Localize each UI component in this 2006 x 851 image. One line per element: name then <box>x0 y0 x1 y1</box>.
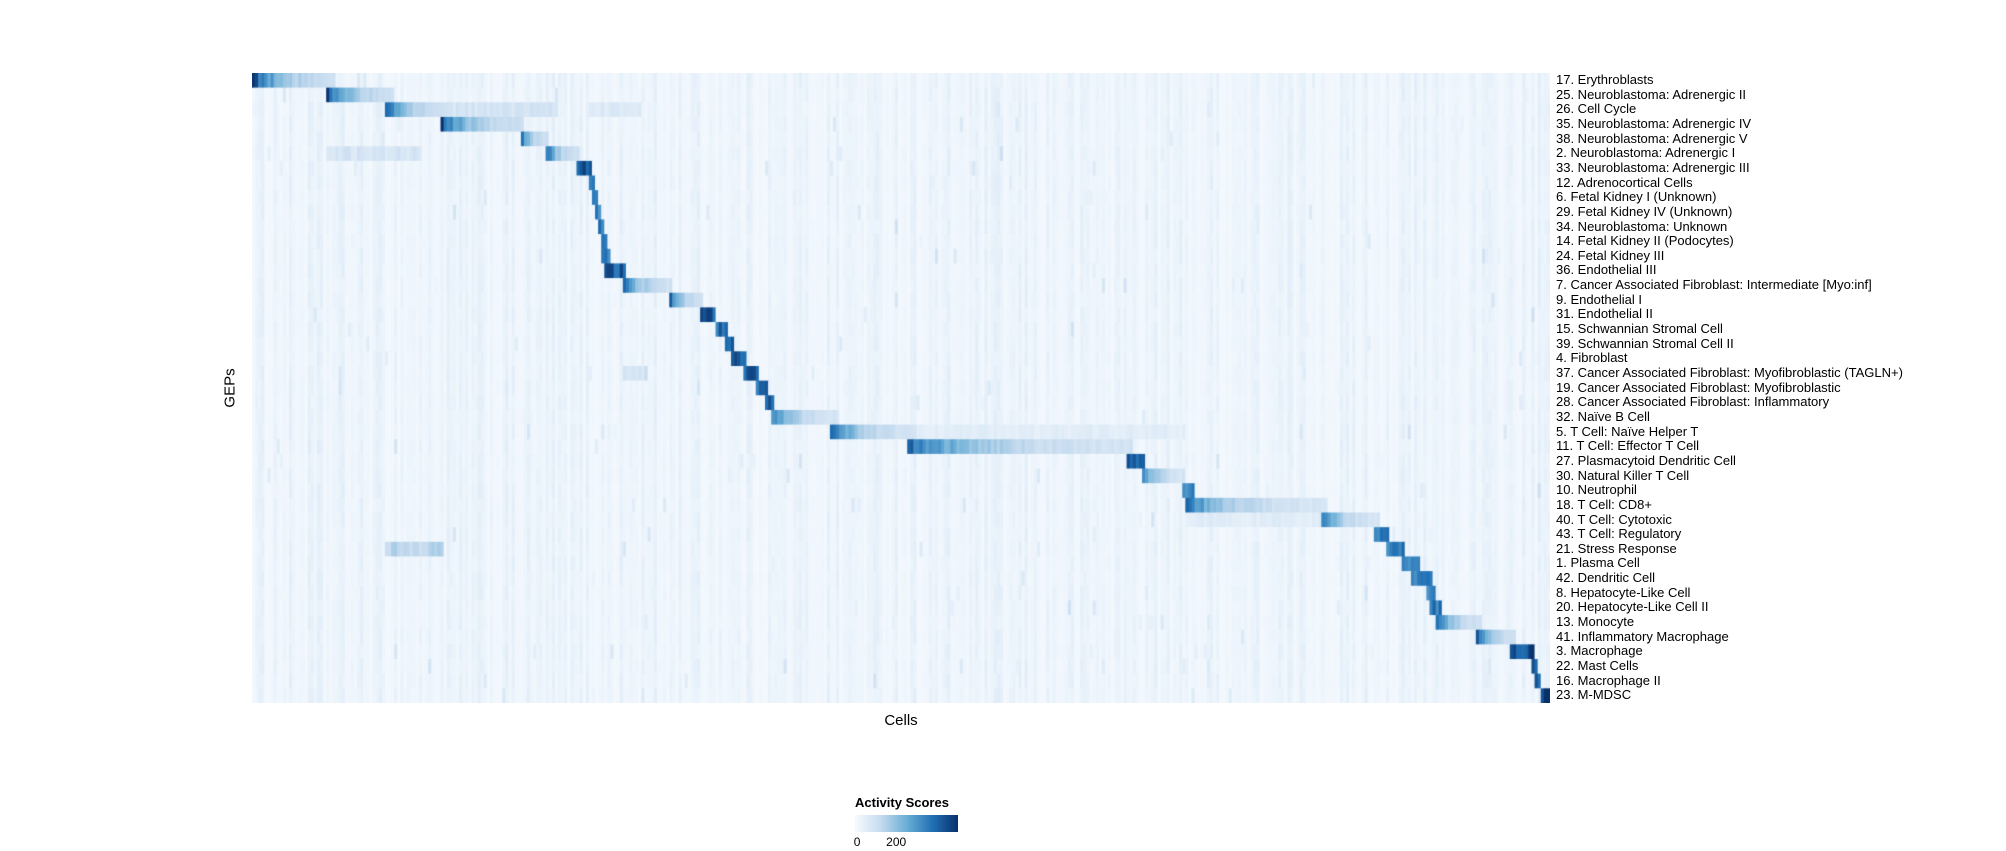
row-label: 32. Naïve B Cell <box>1556 408 1650 424</box>
row-label: 5. T Cell: Naïve Helper T <box>1556 423 1699 439</box>
colorbar-tick-200: 200 <box>886 835 907 849</box>
y-axis-label: GEPs <box>221 368 239 408</box>
row-label: 31. Endothelial II <box>1556 306 1653 322</box>
row-label: 17. Erythroblasts <box>1556 72 1654 87</box>
row-label: 35. Neuroblastoma: Adrenergic IV <box>1556 115 1752 131</box>
row-label: 9. Endothelial I <box>1556 291 1643 307</box>
row-label: 38. Neuroblastoma: Adrenergic V <box>1556 130 1748 146</box>
row-label: 13. Monocyte <box>1556 614 1635 630</box>
heatmap-canvas <box>252 73 1550 703</box>
row-label: 1. Plasma Cell <box>1556 555 1640 571</box>
row-label: 30. Natural Killer T Cell <box>1556 467 1690 483</box>
row-label: 42. Dendritic Cell <box>1556 570 1655 586</box>
colorbar-ticks: 0 200 <box>853 835 958 851</box>
heatmap-plot-area <box>252 73 1550 703</box>
row-label: 3. Macrophage <box>1556 643 1643 659</box>
row-label: 29. Fetal Kidney IV (Unknown) <box>1556 203 1733 219</box>
colorbar-legend: Activity Scores 0 200 <box>853 795 995 851</box>
colorbar-gradient <box>855 815 958 832</box>
row-label: 2. Neuroblastoma: Adrenergic I <box>1556 145 1736 161</box>
row-label: 41. Inflammatory Macrophage <box>1556 628 1729 644</box>
row-label: 28. Cancer Associated Fibroblast: Inflam… <box>1556 394 1830 410</box>
x-axis-label: Cells <box>884 712 918 729</box>
row-label: 21. Stress Response <box>1556 540 1677 556</box>
row-label: 34. Neuroblastoma: Unknown <box>1556 218 1728 234</box>
row-label: 12. Adrenocortical Cells <box>1556 174 1693 190</box>
row-label: 24. Fetal Kidney III <box>1556 247 1665 263</box>
legend-title: Activity Scores <box>855 795 949 810</box>
row-label: 33. Neuroblastoma: Adrenergic III <box>1556 159 1750 175</box>
row-label: 6. Fetal Kidney I (Unknown) <box>1556 189 1717 205</box>
row-label: 39. Schwannian Stromal Cell II <box>1556 335 1734 351</box>
row-label: 43. T Cell: Regulatory <box>1556 526 1682 542</box>
row-label: 37. Cancer Associated Fibroblast: Myofib… <box>1556 365 1903 381</box>
row-label: 23. M-MDSC <box>1556 687 1632 703</box>
row-label: 25. Neuroblastoma: Adrenergic II <box>1556 86 1747 102</box>
row-label: 27. Plasmacytoid Dendritic Cell <box>1556 452 1736 468</box>
row-label: 26. Cell Cycle <box>1556 101 1637 117</box>
row-label: 4. Fibroblast <box>1556 350 1628 366</box>
row-label: 10. Neutrophil <box>1556 482 1637 498</box>
row-label: 16. Macrophage II <box>1556 672 1661 688</box>
row-label: 11. T Cell: Effector T Cell <box>1556 438 1700 454</box>
row-label: 15. Schwannian Stromal Cell <box>1556 321 1723 337</box>
row-label: 14. Fetal Kidney II (Podocytes) <box>1556 233 1734 249</box>
row-label: 8. Hepatocyte-Like Cell <box>1556 584 1691 600</box>
row-label: 22. Mast Cells <box>1556 658 1639 674</box>
row-label: 20. Hepatocyte-Like Cell II <box>1556 599 1709 615</box>
row-label: 36. Endothelial III <box>1556 262 1657 278</box>
row-label: 19. Cancer Associated Fibroblast: Myofib… <box>1556 379 1841 395</box>
row-label: 7. Cancer Associated Fibroblast: Interme… <box>1556 277 1872 293</box>
row-label: 18. T Cell: CD8+ <box>1556 496 1652 512</box>
row-label: 40. T Cell: Cytotoxic <box>1556 511 1672 527</box>
gep-row-labels: 17. Erythroblasts 25. Neuroblastoma: Adre… <box>1556 72 2004 703</box>
colorbar-tick-min: 0 <box>853 835 861 849</box>
